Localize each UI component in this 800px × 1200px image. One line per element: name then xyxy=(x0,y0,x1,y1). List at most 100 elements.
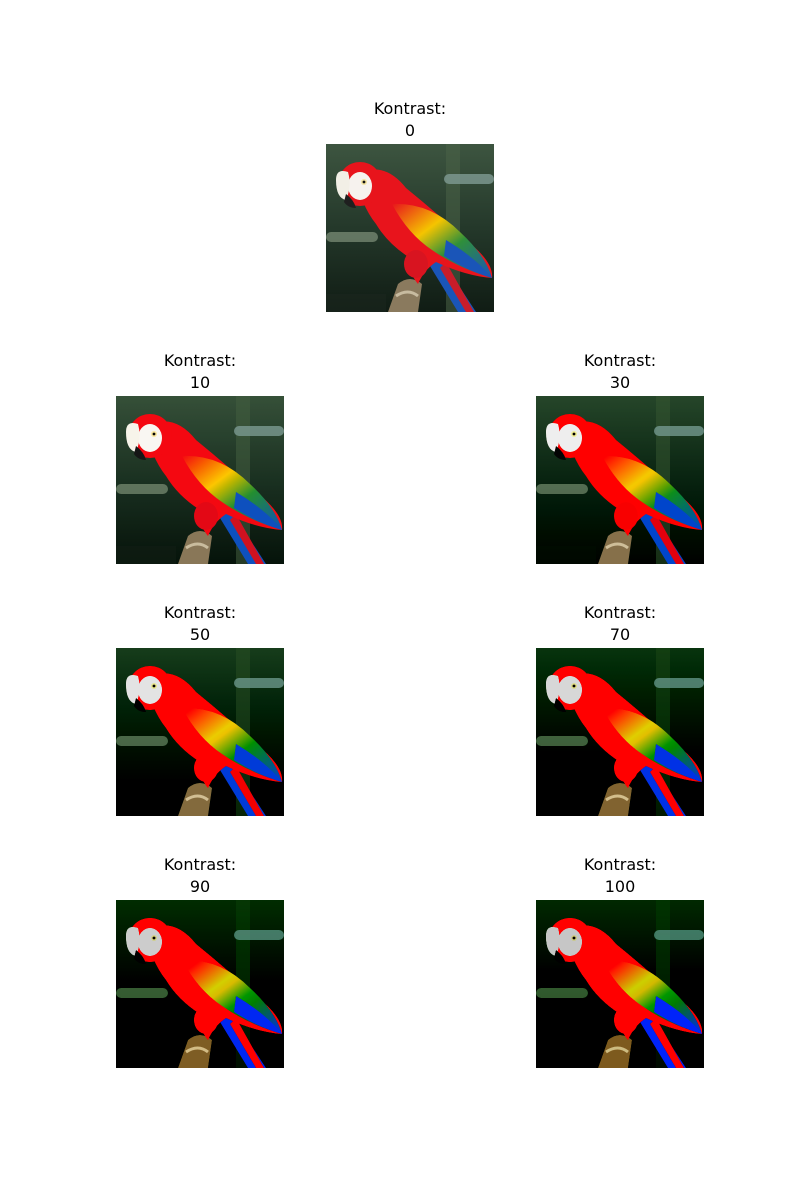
perch-texture xyxy=(605,542,629,550)
beak-lower xyxy=(134,950,146,964)
perch xyxy=(598,783,632,816)
parrot-thigh xyxy=(194,502,218,530)
panel-title: Kontrast: 0 xyxy=(286,98,534,142)
perch-texture xyxy=(185,1046,209,1054)
panel-value: 70 xyxy=(609,625,631,644)
blurred-bar-bottom xyxy=(536,1050,596,1068)
parrot-thigh xyxy=(194,754,218,782)
face-patch xyxy=(558,424,582,452)
blurred-branch-top xyxy=(234,678,284,688)
tail-red xyxy=(230,514,264,564)
panel-label: Kontrast: xyxy=(583,855,657,874)
blurred-branch-left xyxy=(326,232,378,242)
parrot-photo xyxy=(116,900,284,1068)
tail-red xyxy=(650,1018,684,1068)
wing-blue-edge xyxy=(234,492,282,530)
face-patch xyxy=(558,676,582,704)
face-patch xyxy=(138,676,162,704)
face-patch xyxy=(138,928,162,956)
perch xyxy=(388,279,422,312)
panel-value: 50 xyxy=(189,625,211,644)
parrot-photo xyxy=(116,396,284,564)
panel-title: Kontrast: 90 xyxy=(76,854,324,898)
parrot-thigh xyxy=(614,1006,638,1034)
wing-blue-edge xyxy=(654,492,702,530)
panel-title: Kontrast: 10 xyxy=(76,350,324,394)
panel-label: Kontrast: xyxy=(373,99,447,118)
parrot-photo xyxy=(536,900,704,1068)
blurred-branch-top xyxy=(654,678,704,688)
panel-title: Kontrast: 30 xyxy=(496,350,744,394)
blurred-branch-left xyxy=(116,736,168,746)
tail-red xyxy=(440,262,474,312)
parrot-pupil xyxy=(572,432,576,436)
beak-upper xyxy=(126,675,140,704)
parrot-photo xyxy=(116,648,284,816)
wing-blue-edge xyxy=(234,744,282,782)
parrot-pupil xyxy=(152,432,156,436)
perch-texture xyxy=(185,542,209,550)
blurred-branch-left xyxy=(536,988,588,998)
panel-value: 10 xyxy=(189,373,211,392)
tail-red xyxy=(230,766,264,816)
perch xyxy=(178,531,212,564)
parrot-photo xyxy=(326,144,494,312)
perch-texture xyxy=(185,794,209,802)
perch-texture xyxy=(605,794,629,802)
wing-blue-edge xyxy=(654,996,702,1034)
parrot-thigh xyxy=(404,250,428,278)
blurred-bar-bottom xyxy=(536,546,596,564)
parrot-photo xyxy=(536,648,704,816)
blurred-bar-bottom xyxy=(116,546,176,564)
parrot-thigh xyxy=(614,754,638,782)
panel-label: Kontrast: xyxy=(163,351,237,370)
perch xyxy=(598,1035,632,1068)
blurred-bar-bottom xyxy=(116,1050,176,1068)
parrot-pupil xyxy=(362,180,366,184)
face-patch xyxy=(558,928,582,956)
blurred-branch-top xyxy=(654,426,704,436)
blurred-branch-top xyxy=(234,930,284,940)
perch xyxy=(178,1035,212,1068)
blurred-branch-left xyxy=(536,484,588,494)
beak-upper xyxy=(546,927,560,956)
blurred-branch-left xyxy=(116,988,168,998)
parrot-pupil xyxy=(152,936,156,940)
beak-lower xyxy=(554,446,566,460)
face-patch xyxy=(138,424,162,452)
perch-texture xyxy=(605,1046,629,1054)
panel-label: Kontrast: xyxy=(163,603,237,622)
beak-upper xyxy=(546,675,560,704)
panel-value: 100 xyxy=(604,877,636,896)
parrot-pupil xyxy=(572,936,576,940)
blurred-branch-top xyxy=(234,426,284,436)
blurred-branch-top xyxy=(654,930,704,940)
blurred-branch-left xyxy=(116,484,168,494)
beak-upper xyxy=(546,423,560,452)
panel-title: Kontrast: 50 xyxy=(76,602,324,646)
wing-blue-edge xyxy=(444,240,492,278)
beak-lower xyxy=(344,194,356,208)
panel-value: 90 xyxy=(189,877,211,896)
parrot-pupil xyxy=(152,684,156,688)
panel-value: 30 xyxy=(609,373,631,392)
beak-upper xyxy=(336,171,350,200)
panel-label: Kontrast: xyxy=(583,603,657,622)
wing-blue-edge xyxy=(234,996,282,1034)
blurred-bar-bottom xyxy=(536,798,596,816)
parrot-photo xyxy=(536,396,704,564)
blurred-bar-bottom xyxy=(326,294,386,312)
blurred-branch-top xyxy=(444,174,494,184)
perch xyxy=(598,531,632,564)
panel-title: Kontrast: 70 xyxy=(496,602,744,646)
blurred-bar-bottom xyxy=(116,798,176,816)
parrot-pupil xyxy=(572,684,576,688)
tail-red xyxy=(650,514,684,564)
blurred-branch-left xyxy=(536,736,588,746)
panel-value: 0 xyxy=(404,121,416,140)
tail-red xyxy=(230,1018,264,1068)
beak-lower xyxy=(554,950,566,964)
beak-upper xyxy=(126,927,140,956)
panel-label: Kontrast: xyxy=(583,351,657,370)
parrot-thigh xyxy=(614,502,638,530)
